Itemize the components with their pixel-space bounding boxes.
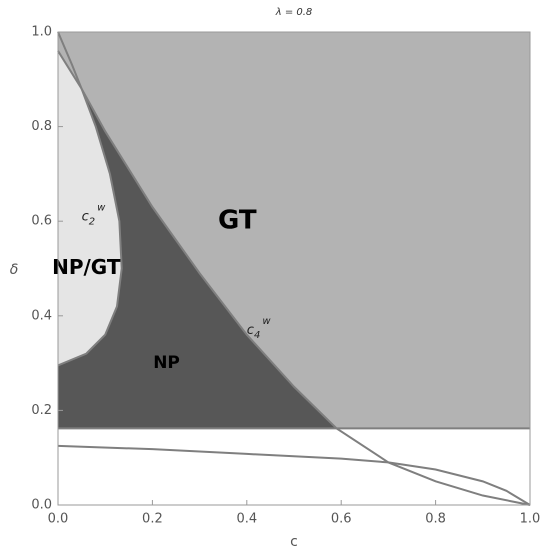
y-tick-label: 0.2 bbox=[31, 403, 52, 418]
chart-title: λ = 0.8 bbox=[275, 7, 313, 18]
curve-label: c2w bbox=[82, 202, 107, 227]
x-tick-label: 0.4 bbox=[236, 512, 257, 527]
x-tick-label: 0.6 bbox=[331, 512, 352, 527]
curve bbox=[57, 444, 531, 506]
curve bbox=[57, 31, 123, 367]
curve-label-sup: w bbox=[262, 316, 271, 327]
curve-label-sup: w bbox=[97, 202, 106, 213]
curve-label-base: c bbox=[82, 209, 89, 224]
y-tick-label: 1.0 bbox=[31, 25, 52, 40]
curve-label-sub: 2 bbox=[89, 216, 95, 227]
region-np-gt bbox=[58, 88, 337, 429]
y-tick-label: 0.8 bbox=[31, 119, 52, 134]
region-label: NP/GT bbox=[52, 255, 121, 279]
region-label: GT bbox=[218, 206, 257, 236]
curve bbox=[57, 50, 531, 506]
region-np bbox=[58, 50, 122, 366]
y-tick-label: 0.6 bbox=[31, 214, 52, 229]
curve-label-base: c bbox=[247, 322, 254, 337]
x-tick-label: 0.8 bbox=[425, 512, 446, 527]
y-tick-label: 0.4 bbox=[31, 308, 52, 323]
curve-label-sub: 4 bbox=[254, 330, 260, 341]
y-axis-label: δ bbox=[10, 262, 19, 278]
region-label: NP bbox=[153, 353, 180, 373]
curve-label: c4w bbox=[247, 316, 272, 341]
x-tick-label: 0.2 bbox=[142, 512, 163, 527]
y-tick-label: 0.0 bbox=[31, 498, 52, 513]
x-axis-label: c bbox=[290, 534, 298, 550]
plot-frame bbox=[57, 31, 531, 506]
x-tick-label: 1.0 bbox=[520, 512, 541, 527]
x-tick-label: 0.0 bbox=[48, 512, 69, 527]
